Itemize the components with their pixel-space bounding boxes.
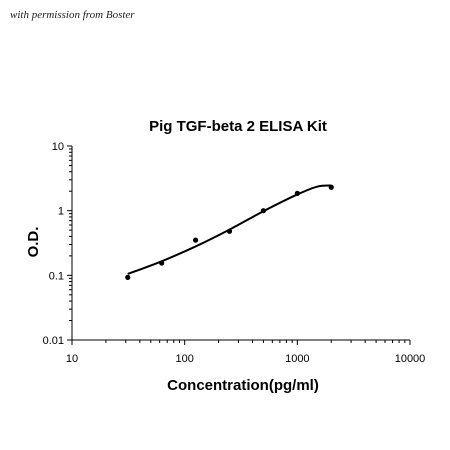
chart-axes <box>71 146 410 341</box>
data-points <box>125 184 334 280</box>
fit-curve <box>127 184 332 275</box>
data-point <box>294 190 300 196</box>
x-tick-label: 10 <box>66 353 78 365</box>
y-tick-label: 0.1 <box>49 270 64 282</box>
chart-title: Pig TGF-beta 2 ELISA Kit <box>149 118 327 135</box>
y-tick-label: 0.01 <box>43 335 64 347</box>
y-tick-label: 10 <box>52 141 64 153</box>
data-point <box>260 208 267 214</box>
x-tick-label: 1000 <box>285 353 309 365</box>
fit-curve-line <box>127 184 332 275</box>
data-point <box>159 260 165 266</box>
y-tick-label: 1 <box>58 206 64 218</box>
data-point <box>226 228 233 234</box>
x-axis-label: Concentration(pg/ml) <box>167 377 319 394</box>
chart-ticks <box>67 145 411 345</box>
x-tick-label: 100 <box>175 353 193 365</box>
y-axis-label: O.D. <box>25 227 42 258</box>
x-tick-label: 10000 <box>395 353 426 365</box>
data-point <box>192 237 199 243</box>
watermark-text: with permission from Boster <box>10 9 135 21</box>
data-point <box>125 274 131 280</box>
data-point <box>328 184 334 190</box>
chart-tick-labels: 10 100 1000 10000 0.01 0.1 1 10 <box>43 141 426 365</box>
